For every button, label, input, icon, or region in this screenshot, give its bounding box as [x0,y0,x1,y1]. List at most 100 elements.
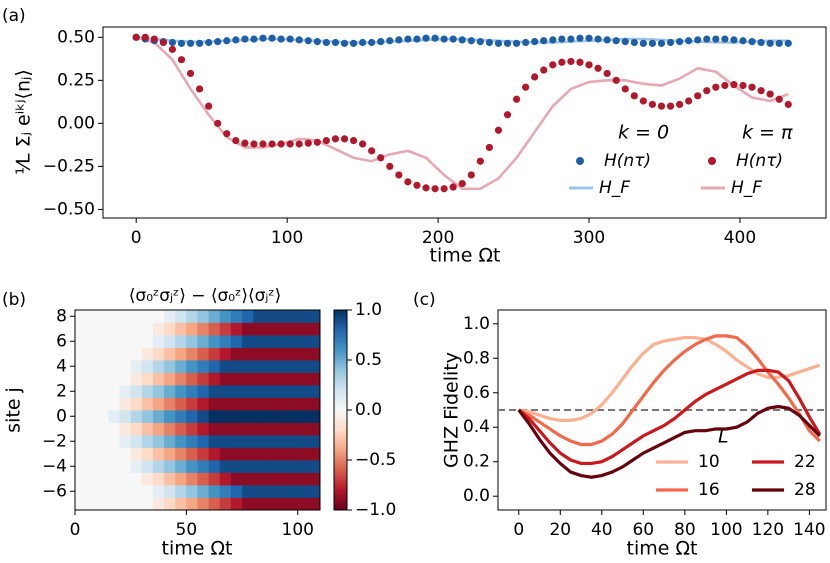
heatmap-cell [175,410,187,423]
heatmap-cell [286,310,299,323]
heatmap-cell [75,335,87,348]
data-point [259,34,267,42]
heatmap-cell [286,360,299,373]
heatmap-cell [242,422,254,436]
heatmap-cell [164,460,176,473]
heatmap-cell [208,460,221,473]
heatmap-cell [286,410,299,423]
heatmap-cell [208,335,221,348]
heatmap-cell [253,460,265,473]
data-point [250,35,258,43]
heatmap-cell [308,335,320,348]
series-line [517,404,821,479]
heatmap-cell [119,322,132,336]
heatmap-cell [297,397,310,411]
heatmap-cell [208,422,221,436]
y-tick-label: −0.50 [43,199,95,219]
heatmap-cell [164,485,176,498]
heatmap-cell [119,347,132,361]
heatmap-cell [197,472,210,486]
x-tick-label: 140 [793,520,825,540]
colorbar-tick-label: 0.5 [355,350,382,370]
heatmap-cell [164,472,176,486]
heatmap-cell [75,360,87,373]
heatmap-cell [108,447,120,461]
data-point [422,34,430,42]
data-point [168,45,177,53]
heatmap-cell [130,335,143,348]
heatmap-cell [164,360,176,373]
heatmap-cell [175,447,187,461]
heatmap-cell [197,385,210,398]
data-point [775,39,783,47]
x-tick-label: 300 [573,228,605,248]
data-point [223,37,231,45]
heatmap-cell [242,322,254,336]
data-point [675,100,684,109]
y-tick-label: 0.0 [463,486,490,506]
data-point [675,38,684,46]
heatmap-cell [175,397,187,411]
data-point [485,143,494,152]
heatmap-cell [75,422,87,436]
legend-label: H_F [599,178,630,198]
data-point [531,73,539,81]
heatmap-cell [219,347,232,361]
heatmap-cell [275,472,287,486]
heatmap-cell [275,372,287,386]
heatmap-cell [186,372,198,386]
heatmap-cell [197,322,210,336]
heatmap-cell [108,322,120,336]
heatmap-cell [108,485,120,498]
data-point [322,136,330,145]
heatmap-cell [297,410,310,423]
heatmap-cell [97,322,109,336]
data-point [295,36,303,44]
heatmap-cell [197,447,210,461]
data-point [141,33,149,41]
plot-area [498,334,826,479]
heatmap-cell [119,447,132,461]
heatmap-cell [297,347,310,361]
heatmap-cell [308,372,320,386]
data-point [331,38,340,47]
heatmap-cell [219,422,232,436]
heatmap-cell [130,497,143,510]
data-point [368,38,376,47]
heatmap-cell [208,347,221,361]
heatmap-cell [130,472,143,486]
colorbar-tick-label: 1.0 [355,300,382,320]
series-line [518,334,821,447]
data-point [784,39,792,47]
data-point [567,57,575,66]
axes-frame [74,309,321,511]
data-point [703,87,711,95]
x-tick-label: 0 [70,520,81,540]
data-point [558,35,566,43]
heatmap-cell [308,322,320,336]
heatmap-cell [264,360,276,373]
heatmap-cell [75,485,87,498]
data-point [766,39,774,47]
heatmap-cell [219,435,232,448]
data-point [594,64,602,72]
data-point [630,92,638,100]
heatmap-cell [208,322,221,336]
data-point [657,39,666,47]
heatmap-cell [286,335,299,348]
heatmap-cell [219,335,232,348]
heatmap-cell [97,485,109,498]
heatmap-cell [108,397,120,411]
heatmap-cell [97,422,109,436]
heatmap-cell [175,372,187,386]
data-point [549,61,557,69]
heatmap-cell [152,385,165,398]
heatmap-cell [308,385,320,398]
heatmap-cell [275,485,287,498]
y-tick-label: 6 [56,331,67,351]
heatmap-cell [186,472,198,486]
heatmap-cell [242,485,254,498]
legend-label: 28 [794,480,816,500]
y-tick-label: 1.0 [463,314,490,334]
